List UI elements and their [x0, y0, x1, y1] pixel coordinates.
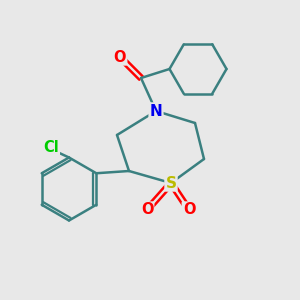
- Text: O: O: [183, 202, 195, 217]
- Text: Cl: Cl: [43, 140, 59, 154]
- Text: S: S: [166, 176, 176, 190]
- Text: O: O: [141, 202, 153, 217]
- Text: O: O: [114, 50, 126, 64]
- Text: N: N: [150, 103, 162, 118]
